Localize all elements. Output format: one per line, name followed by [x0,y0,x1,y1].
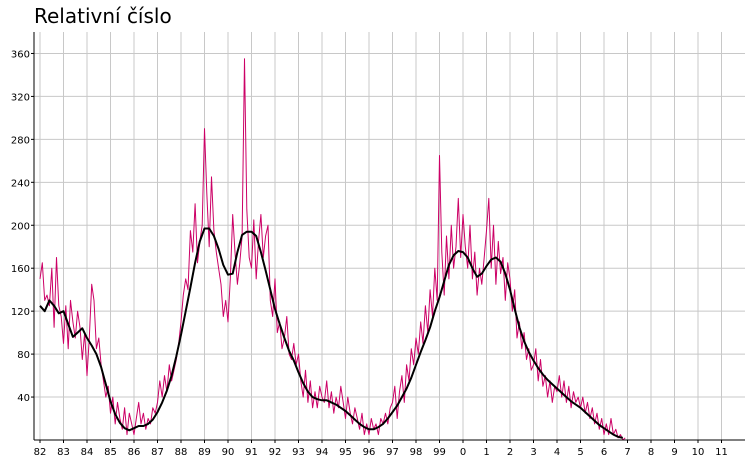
y-tick-label: 200 [11,221,30,232]
y-tick-label: 280 [11,135,30,146]
x-tick-label: 86 [128,447,141,458]
y-tick-label: 240 [11,178,30,189]
x-tick-label: 97 [386,447,399,458]
chart-title: Relativní číslo [34,4,172,28]
y-tick-label: 80 [17,350,30,361]
x-tick-label: 88 [175,447,188,458]
series-layer [39,58,626,441]
x-tick-label: 87 [151,447,164,458]
y-tick-label: 360 [11,49,30,60]
x-tick-label: 91 [245,447,258,458]
x-tick-label: 8 [648,447,654,458]
x-tick-label: 5 [577,447,583,458]
monthly-series-line [39,58,626,441]
x-tick-label: 82 [34,447,47,458]
x-tick-label: 10 [692,447,705,458]
x-tick-label: 6 [601,447,607,458]
x-tick-label: 90 [222,447,235,458]
x-tick-label: 11 [715,447,728,458]
axes [31,32,745,443]
y-tick-label: 120 [11,307,30,318]
y-tick-label: 320 [11,92,30,103]
x-tick-label: 93 [292,447,305,458]
x-tick-label: 83 [57,447,70,458]
y-tick-label: 160 [11,264,30,275]
x-tick-label: 85 [104,447,117,458]
x-tick-label: 1 [483,447,489,458]
smoothed-series-line [39,227,624,439]
x-tick-label: 98 [410,447,423,458]
x-tick-label: 94 [316,447,329,458]
x-tick-label: 99 [433,447,446,458]
x-tick-label: 96 [363,447,376,458]
x-tick-label: 84 [81,447,94,458]
x-tick-label: 9 [671,447,677,458]
y-tick-label: 40 [17,393,30,404]
x-tick-label: 3 [530,447,536,458]
x-tick-label: 89 [198,447,211,458]
x-tick-label: 4 [554,447,560,458]
x-tick-label: 2 [507,447,513,458]
x-tick-label: 95 [339,447,352,458]
grid [34,32,745,440]
x-tick-label: 7 [624,447,630,458]
x-tick-label: 92 [269,447,282,458]
x-tick-label: 0 [460,447,466,458]
